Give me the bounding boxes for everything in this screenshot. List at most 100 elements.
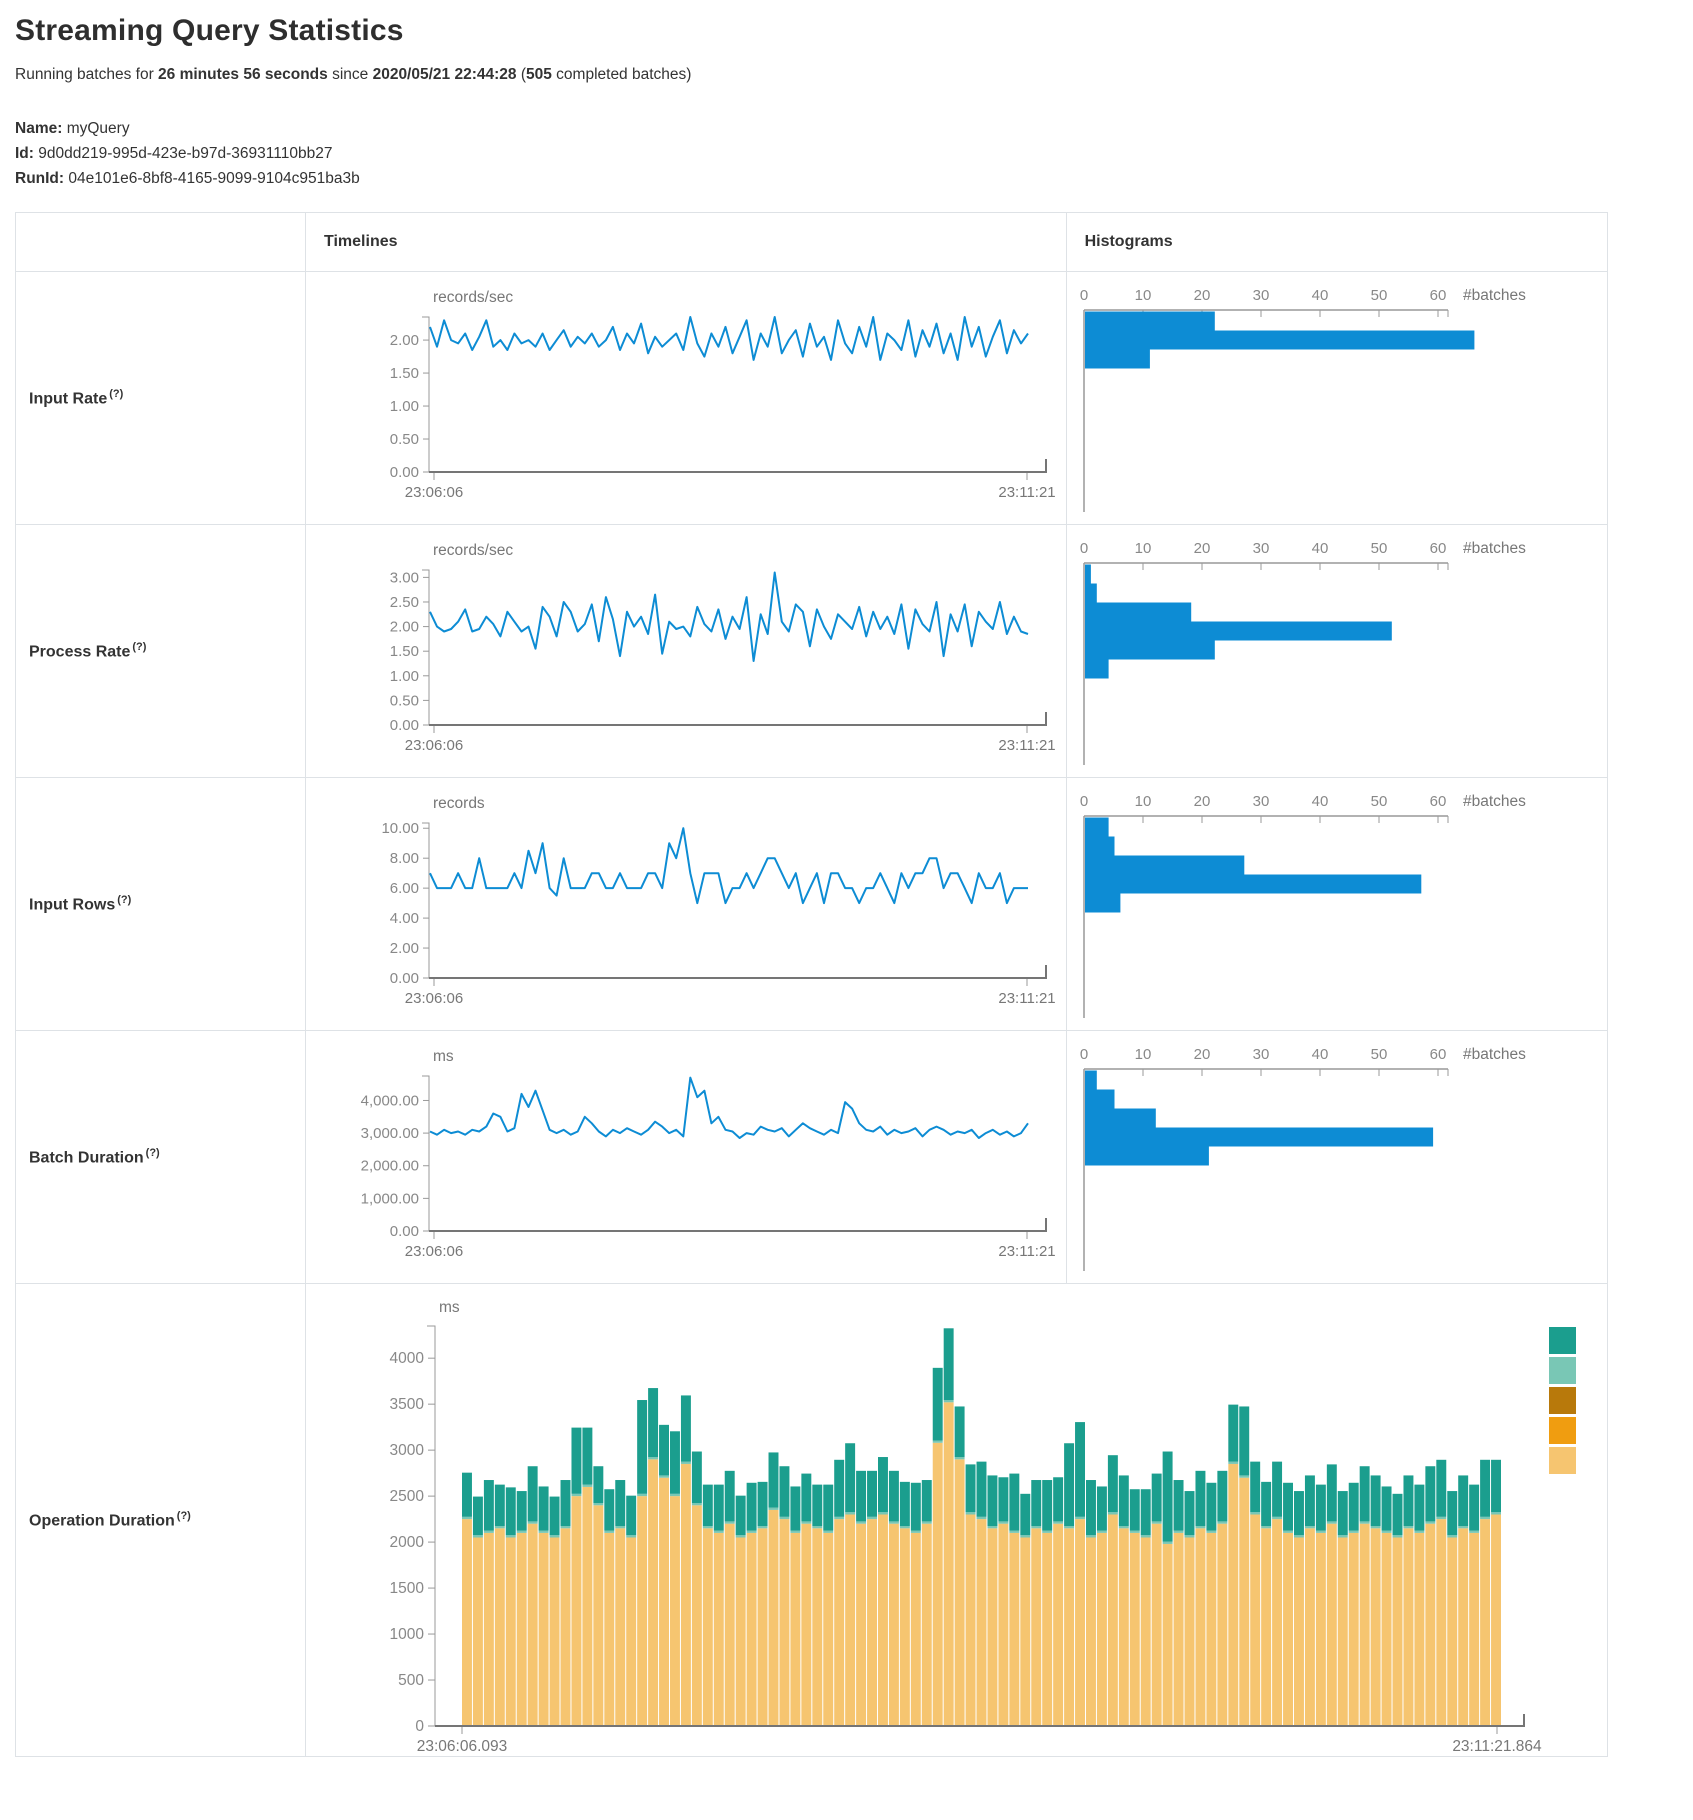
svg-text:0.00: 0.00 (390, 464, 419, 481)
row-label-input-rate: Input Rate (?) (15, 271, 306, 525)
svg-text:0.00: 0.00 (390, 970, 419, 987)
query-id-line: Id: 9d0dd219-995d-423e-b97d-36931110bb27 (15, 145, 1693, 163)
svg-text:0: 0 (1079, 287, 1087, 304)
svg-text:20: 20 (1193, 793, 1210, 810)
svg-text:60: 60 (1429, 540, 1446, 557)
svg-text:1.50: 1.50 (390, 365, 419, 382)
svg-text:50: 50 (1370, 1046, 1387, 1063)
table-row-operation-duration: Operation Duration (?) ms 0 500 1000 1500 2000… (15, 1283, 1608, 1757)
process-rate-histogram-chart: 0 10 20 30 40 50 60 #batches (1079, 540, 1526, 765)
summary-open-paren: ( (516, 66, 526, 83)
svg-text:10: 10 (1134, 1046, 1151, 1063)
svg-text:10: 10 (1134, 540, 1151, 557)
statistics-table: Timelines Histograms Input Rate (?) recor… (15, 212, 1609, 1757)
svg-text:60: 60 (1429, 1046, 1446, 1063)
svg-text:ms: ms (433, 1048, 454, 1065)
svg-text:23:11:21: 23:11:21 (998, 990, 1055, 1007)
page-root: Streaming Query Statistics Running batch… (15, 14, 1693, 1757)
query-runid-line: RunId: 04e101e6-8bf8-4165-9099-9104c951b… (15, 170, 1693, 188)
svg-text:30: 30 (1252, 793, 1269, 810)
row-label-input-rows: Input Rows (?) (15, 777, 306, 1031)
svg-text:23:11:21.864: 23:11:21.864 (1452, 1738, 1542, 1755)
help-icon[interactable]: (?) (176, 1509, 191, 1522)
svg-text:3,000.00: 3,000.00 (361, 1125, 419, 1142)
svg-text:2.00: 2.00 (390, 332, 419, 349)
header-empty-cell (15, 212, 306, 272)
row-label-text: Process Rate (29, 643, 131, 661)
process-rate-timeline-chart: records/sec 0.00 0.50 1.00 1.50 2.00 2.50 3.00 2… (390, 542, 1056, 754)
svg-text:4000: 4000 (390, 1350, 425, 1367)
svg-text:20: 20 (1193, 540, 1210, 557)
svg-text:23:11:21: 23:11:21 (998, 737, 1055, 754)
query-name-label: Name: (15, 120, 63, 137)
help-icon[interactable]: (?) (145, 1146, 160, 1159)
svg-text:40: 40 (1311, 1046, 1328, 1063)
svg-text:6.00: 6.00 (390, 880, 419, 897)
svg-text:2.00: 2.00 (390, 619, 419, 636)
svg-text:10: 10 (1134, 287, 1151, 304)
svg-text:0: 0 (1079, 540, 1087, 557)
input-rate-timeline-chart: records/sec 0.00 0.50 1.00 1.50 2.00 23:06:06 2… (390, 289, 1056, 501)
summary-middle: since (327, 66, 373, 83)
svg-text:1,000.00: 1,000.00 (361, 1190, 419, 1207)
query-id-value: 9d0dd219-995d-423e-b97d-36931110bb27 (38, 145, 333, 162)
header-row: Timelines Histograms (15, 212, 1609, 272)
svg-text:23:06:06: 23:06:06 (405, 990, 463, 1007)
svg-text:23:06:06: 23:06:06 (405, 484, 463, 501)
svg-text:2.50: 2.50 (390, 594, 419, 611)
row-label-text: Batch Duration (29, 1149, 144, 1167)
svg-text:23:06:06: 23:06:06 (405, 737, 463, 754)
row-label-text: Input Rate (29, 390, 108, 408)
svg-text:23:11:21: 23:11:21 (998, 484, 1055, 501)
svg-text:30: 30 (1252, 1046, 1269, 1063)
svg-text:3500: 3500 (390, 1396, 425, 1413)
row-label-operation-duration: Operation Duration (?) (15, 1283, 306, 1757)
svg-text:0: 0 (1079, 793, 1087, 810)
row-label-text: Input Rows (29, 896, 116, 914)
input-rate-histogram-chart: 0 10 20 30 40 50 60 #batches (1079, 287, 1526, 512)
input-rows-timeline-chart: records 0.00 2.00 4.00 6.00 8.00 10.00 23:06:06… (381, 795, 1055, 1007)
svg-text:3.00: 3.00 (390, 569, 419, 586)
svg-text:40: 40 (1311, 287, 1328, 304)
svg-text:#batches: #batches (1463, 793, 1526, 810)
table-row-input-rate: Input Rate (?) records/sec 0.00 0.50 1.00 1.5… (15, 271, 1609, 525)
svg-text:0: 0 (415, 1718, 424, 1735)
row-label-batch-duration: Batch Duration (?) (15, 1030, 306, 1284)
svg-text:0.50: 0.50 (390, 692, 419, 709)
summary-start-time: 2020/05/21 22:44:28 (372, 66, 517, 83)
svg-text:40: 40 (1311, 540, 1328, 557)
svg-text:50: 50 (1370, 287, 1387, 304)
svg-text:8.00: 8.00 (390, 850, 419, 867)
svg-text:1.00: 1.00 (390, 398, 419, 415)
svg-text:20: 20 (1193, 1046, 1210, 1063)
query-name-value: myQuery (66, 120, 130, 137)
svg-text:1000: 1000 (390, 1626, 425, 1643)
operation-duration-chart: ms 0 500 1000 1500 2000 2500 3000 3500 4000 23:06:… (390, 1299, 1576, 1755)
svg-text:records/sec: records/sec (433, 289, 513, 306)
svg-text:#batches: #batches (1463, 1046, 1526, 1063)
svg-text:20: 20 (1193, 287, 1210, 304)
svg-text:4,000.00: 4,000.00 (361, 1092, 419, 1109)
svg-text:23:11:21: 23:11:21 (998, 1243, 1055, 1260)
svg-text:1500: 1500 (390, 1580, 425, 1597)
svg-text:23:06:06: 23:06:06 (405, 1243, 463, 1260)
header-timelines: Timelines (305, 212, 1067, 272)
svg-text:50: 50 (1370, 793, 1387, 810)
svg-text:10: 10 (1134, 793, 1151, 810)
help-icon[interactable]: (?) (132, 640, 147, 653)
svg-text:40: 40 (1311, 793, 1328, 810)
page-title: Streaming Query Statistics (15, 14, 404, 47)
batch-duration-timeline-chart: ms 0.00 1,000.00 2,000.00 3,000.00 4,000.00 23… (361, 1048, 1056, 1260)
help-icon[interactable]: (?) (109, 387, 124, 400)
row-label-process-rate: Process Rate (?) (15, 524, 306, 778)
svg-text:30: 30 (1252, 287, 1269, 304)
svg-text:50: 50 (1370, 540, 1387, 557)
summary-batch-count: 505 (525, 66, 552, 83)
svg-text:3000: 3000 (390, 1442, 425, 1459)
svg-text:0.00: 0.00 (390, 1223, 419, 1240)
svg-text:500: 500 (398, 1672, 424, 1689)
svg-text:#batches: #batches (1463, 540, 1526, 557)
help-icon[interactable]: (?) (117, 893, 132, 906)
svg-text:30: 30 (1252, 540, 1269, 557)
query-runid-label: RunId: (15, 170, 65, 187)
